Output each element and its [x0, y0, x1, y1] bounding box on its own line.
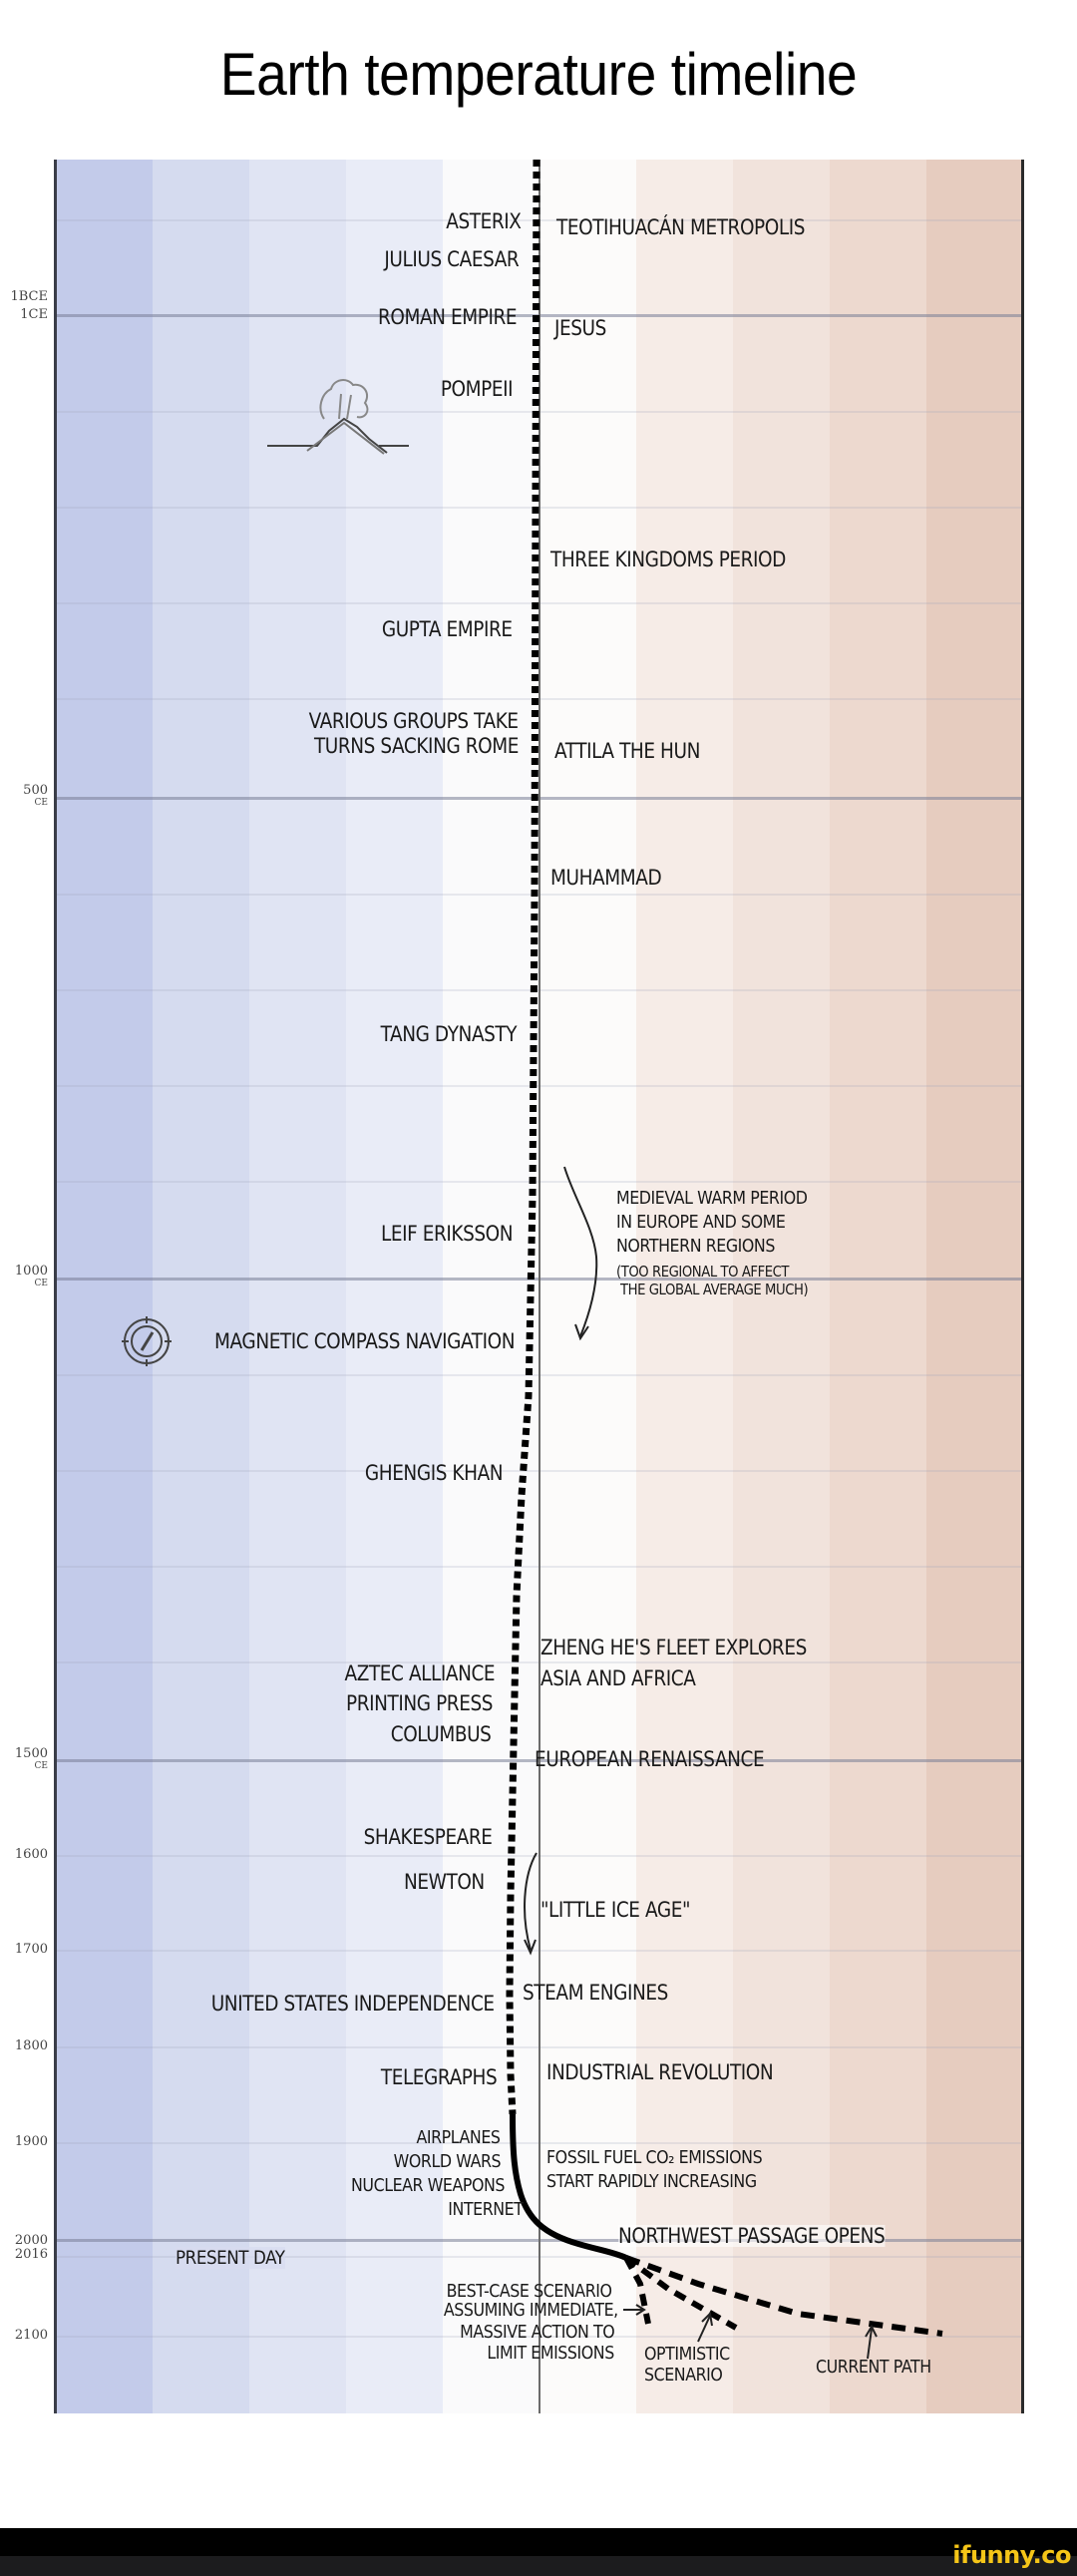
temp-band-7: [636, 160, 733, 2413]
event-label-right: MUHAMMAD: [550, 866, 662, 890]
footer-bar-lower: [0, 2556, 1077, 2576]
temp-band-10: [926, 160, 1023, 2413]
watermark-logo: ifunny.co: [952, 2541, 1071, 2569]
best-case-annotation: ASSUMING IMMEDIATE,: [444, 2300, 618, 2321]
medieval-bracket-arrow: [563, 1166, 598, 1337]
present-day-label: PRESENT DAY: [176, 2247, 285, 2269]
temp-band-5: [443, 160, 539, 2413]
medieval-annotation-line: NORTHERN REGIONS: [616, 1236, 775, 1257]
y-tick-1900: 1900: [14, 2134, 48, 2149]
current-path-line: [624, 2255, 943, 2337]
little-ice-age-label: "LITTLE ICE AGE": [540, 1898, 691, 1922]
temp-band-3: [249, 160, 346, 2413]
y-tick-label: 1500: [14, 1746, 48, 1761]
event-label-left: GHENGIS KHAN: [364, 1461, 504, 1485]
y-tick-era: CE: [34, 798, 48, 808]
event-label-left: WORLD WARS: [393, 2151, 502, 2172]
historical-temperature-line: [506, 159, 540, 2115]
temp-band-4: [346, 160, 443, 2413]
medieval-annotation-line: MEDIEVAL WARM PERIOD: [616, 1188, 808, 1209]
temp-band-2: [153, 160, 249, 2413]
event-label-left: VARIOUS GROUPS TAKE: [309, 709, 519, 733]
page-title: Earth temperature timeline: [219, 41, 858, 108]
event-label-left: UNITED STATES INDEPENDENCE: [211, 1992, 495, 2016]
y-tick-label: 1000: [14, 1264, 48, 1279]
event-label-right: STEAM ENGINES: [523, 1981, 668, 2005]
y-tick-2016: 2016: [14, 2247, 48, 2262]
zero-reference-line: [538, 160, 540, 2413]
chart-left-border: [54, 160, 57, 2413]
temp-band-8: [733, 160, 830, 2413]
compass-icon: [122, 1316, 172, 1366]
temp-band-1: [56, 160, 153, 2413]
volcano-icon: [267, 379, 409, 455]
best-case-scenario-line: [623, 2256, 651, 2325]
best-case-annotation: MASSIVE ACTION TO: [459, 2322, 615, 2343]
event-label-left: JULIUS CAESAR: [384, 247, 519, 271]
y-tick-1600: 1600: [14, 1847, 48, 1862]
y-tick-era: CE: [34, 1279, 48, 1288]
event-label-left: INTERNET: [447, 2199, 524, 2220]
event-label-left: POMPEII: [440, 377, 514, 401]
y-tick-2100: 2100: [14, 2328, 48, 2343]
temp-band-9: [830, 160, 926, 2413]
y-tick-label: 500: [23, 783, 48, 798]
y-tick-1700: 1700: [14, 1942, 48, 1957]
event-label-left: TANG DYNASTY: [380, 1022, 517, 1046]
measured-temperature-line: [510, 2113, 628, 2261]
medieval-annotation-line: (TOO REGIONAL TO AFFECT: [616, 1263, 790, 1281]
event-label-right: START RAPIDLY INCREASING: [546, 2171, 757, 2192]
y-tick-era: CE: [34, 1761, 48, 1771]
medieval-annotation-line: IN EUROPE AND SOME: [616, 1212, 786, 1233]
event-label-left: MAGNETIC COMPASS NAVIGATION: [213, 1329, 516, 1353]
event-label-left: SHAKESPEARE: [364, 1825, 493, 1849]
event-label-right: JESUS: [554, 316, 606, 340]
optimistic-annotation: OPTIMISTIC: [644, 2344, 730, 2365]
event-label-left: NEWTON: [404, 1870, 485, 1894]
event-label-left: NUCLEAR WEAPONS: [350, 2175, 505, 2196]
current-path-arrow: [867, 2328, 873, 2360]
y-tick-1ce: 1CE: [20, 307, 48, 322]
event-label-right: INDUSTRIAL REVOLUTION: [546, 2060, 774, 2084]
little-ice-age-bracket: [524, 1852, 538, 1951]
event-label-right: ATTILA THE HUN: [554, 739, 700, 763]
event-label-left: AIRPLANES: [416, 2127, 501, 2148]
event-label-right: ZHENG HE'S FLEET EXPLORES: [540, 1636, 807, 1659]
event-label-left: ASTERIX: [445, 209, 522, 233]
event-label-left: PRINTING PRESS: [346, 1691, 493, 1715]
event-label-left: TELEGRAPHS: [380, 2065, 498, 2089]
event-label-right: FOSSIL FUEL CO₂ EMISSIONS: [546, 2147, 763, 2168]
chart-right-border: [1021, 160, 1024, 2413]
event-label-left: AZTEC ALLIANCE: [344, 1661, 495, 1685]
event-label-right: TEOTIHUACÁN METROPOLIS: [556, 215, 806, 239]
event-label-left: ROMAN EMPIRE: [377, 305, 518, 329]
event-label-right: NORTHWEST PASSAGE OPENS: [618, 2224, 886, 2248]
current-path-annotation: CURRENT PATH: [816, 2357, 931, 2378]
y-tick-1bce: 1BCE: [10, 289, 48, 304]
best-case-annotation: BEST-CASE SCENARIO: [447, 2281, 612, 2302]
optimistic-scenario-line: [624, 2255, 738, 2331]
event-label-left: GUPTA EMPIRE: [382, 617, 513, 641]
temp-band-6: [539, 160, 636, 2413]
event-label-left: COLUMBUS: [390, 1722, 491, 1746]
chart-area: [56, 160, 1023, 2413]
best-case-annotation: LIMIT EMISSIONS: [487, 2343, 615, 2364]
event-label-right: THREE KINGDOMS PERIOD: [550, 548, 786, 571]
y-tick-500: 500 CE: [2, 784, 48, 810]
y-tick-1800: 1800: [14, 2038, 48, 2053]
y-tick-1500: 1500 CE: [2, 1747, 48, 1773]
y-tick-1000: 1000 CE: [2, 1265, 48, 1290]
event-label-right: ASIA AND AFRICA: [540, 1666, 696, 1690]
optimistic-annotation: SCENARIO: [644, 2365, 723, 2386]
event-label-left: LEIF ERIKSSON: [380, 1222, 514, 1246]
y-tick-2000: 2000: [14, 2233, 48, 2248]
event-label-right: EUROPEAN RENAISSANCE: [535, 1747, 765, 1771]
event-label-left: TURNS SACKING ROME: [313, 734, 519, 758]
optimistic-arrow: [697, 2315, 711, 2343]
medieval-annotation-line: THE GLOBAL AVERAGE MUCH): [620, 1281, 809, 1298]
